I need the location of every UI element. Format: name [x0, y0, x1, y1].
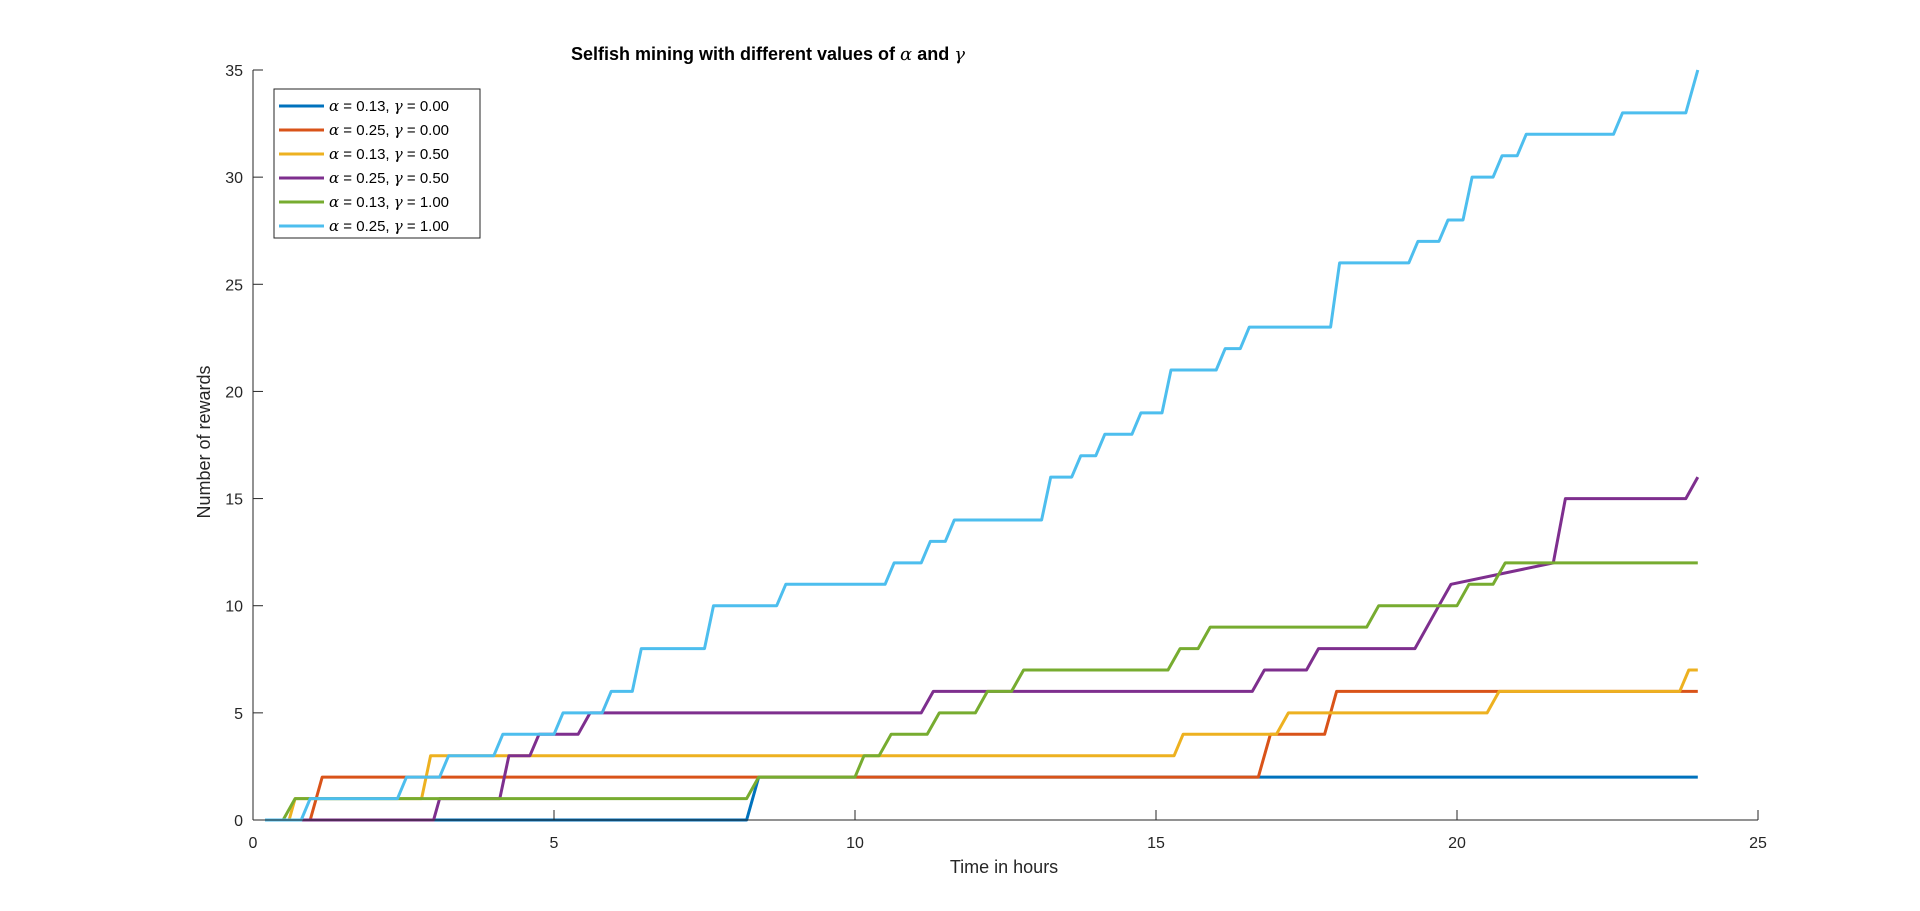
- legend-alpha-symbol: α: [329, 193, 339, 211]
- legend-alpha-value: = 0.25,: [339, 218, 394, 235]
- legend-gamma-value: = 0.00: [403, 122, 449, 139]
- series-line-2: [265, 689, 1698, 822]
- legend-gamma-value: = 1.00: [403, 194, 449, 211]
- legend-gamma-symbol: γ: [394, 97, 403, 115]
- title-and: and: [917, 44, 949, 64]
- y-tick-label: 0: [234, 813, 243, 830]
- legend-items: α = 0.13, γ = 0.00α = 0.25, γ = 0.00α = …: [279, 97, 449, 235]
- y-axis-label: Number of rewards: [194, 365, 214, 518]
- legend-alpha-value: = 0.25,: [339, 170, 394, 187]
- legend-gamma-symbol: γ: [394, 121, 403, 139]
- legend-gamma-value: = 0.50: [403, 170, 449, 187]
- y-tick-label: 35: [225, 63, 243, 80]
- legend-alpha-value: = 0.13,: [339, 194, 394, 211]
- series-line-4: [265, 476, 1700, 822]
- x-axis-label: Time in hours: [950, 857, 1058, 877]
- legend-entry-3: α = 0.13, γ = 0.50: [329, 145, 449, 163]
- y-tick-label: 20: [225, 384, 243, 401]
- title-alpha-symbol: α: [900, 44, 912, 65]
- legend-entry-4: α = 0.25, γ = 0.50: [329, 169, 449, 187]
- legend-box: [273, 88, 481, 239]
- legend-gamma-symbol: γ: [394, 169, 403, 187]
- legend-alpha-symbol: α: [329, 145, 339, 163]
- legend-gamma-value: = 1.00: [403, 218, 449, 235]
- x-tick-label: 0: [249, 835, 258, 852]
- x-ticks: 0 5 10 15 20 25: [249, 810, 1767, 852]
- legend-alpha-value: = 0.13,: [339, 146, 394, 163]
- legend-gamma-symbol: γ: [394, 145, 403, 163]
- legend-entry-2: α = 0.25, γ = 0.00: [329, 121, 449, 139]
- x-tick-label: 25: [1749, 835, 1767, 852]
- y-tick-label: 10: [225, 599, 243, 616]
- legend-gamma-symbol: γ: [394, 217, 403, 235]
- legend-gamma-value: = 0.50: [403, 146, 449, 163]
- legend-alpha-symbol: α: [329, 217, 339, 235]
- legend-alpha-symbol: α: [329, 169, 339, 187]
- legend-entry-6: α = 0.25, γ = 1.00: [329, 217, 449, 235]
- legend: α = 0.13, γ = 0.00α = 0.25, γ = 0.00α = …: [273, 88, 481, 239]
- y-tick-label: 30: [225, 170, 243, 187]
- axes: 0 5 10 15 20 25 0 5 10 15 20 25 30 35: [225, 63, 1767, 852]
- series-line-6: [265, 69, 1700, 822]
- legend-gamma-symbol: γ: [394, 193, 403, 211]
- y-ticks: 0 5 10 15 20 25 30 35: [225, 63, 263, 830]
- y-tick-label: 25: [225, 277, 243, 294]
- legend-entry-1: α = 0.13, γ = 0.00: [329, 97, 449, 115]
- legend-alpha-value: = 0.25,: [339, 122, 394, 139]
- title-prefix: Selfish mining with different values of: [571, 44, 896, 64]
- series-line-5: [265, 561, 1698, 822]
- x-tick-label: 15: [1147, 835, 1165, 852]
- y-tick-label: 5: [234, 706, 243, 723]
- legend-alpha-symbol: α: [329, 97, 339, 115]
- legend-alpha-value: = 0.13,: [339, 98, 394, 115]
- x-tick-label: 10: [846, 835, 864, 852]
- legend-gamma-value: = 0.00: [403, 98, 449, 115]
- x-tick-label: 5: [550, 835, 559, 852]
- legend-alpha-symbol: α: [329, 121, 339, 139]
- title-gamma-symbol: γ: [954, 44, 965, 65]
- x-tick-label: 20: [1448, 835, 1466, 852]
- y-tick-label: 15: [225, 492, 243, 509]
- chart-title: Selfish mining with different values of …: [571, 44, 965, 65]
- legend-entry-5: α = 0.13, γ = 1.00: [329, 193, 449, 211]
